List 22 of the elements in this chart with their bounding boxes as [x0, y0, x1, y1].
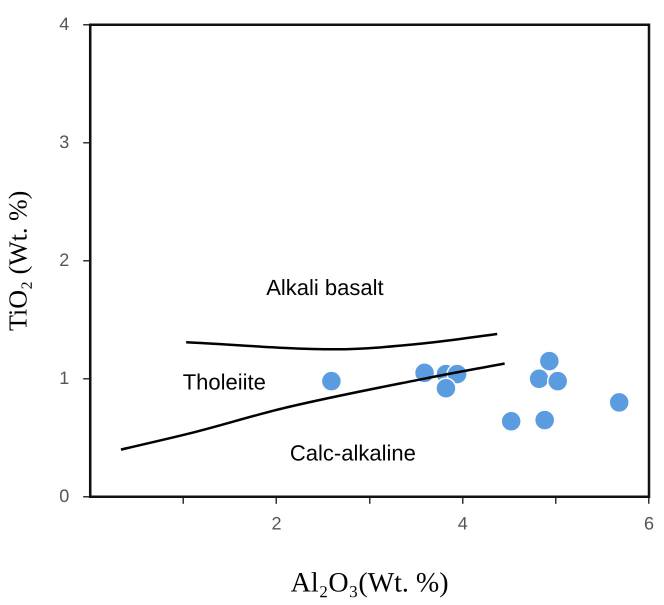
- y-tick-label: 2: [59, 250, 70, 270]
- x-tick-label: 4: [458, 514, 468, 534]
- y-tick-label: 3: [59, 132, 70, 152]
- line-series: [184, 332, 498, 351]
- x-tick-label: 6: [644, 514, 654, 534]
- point: [534, 409, 556, 431]
- y-tick-label: 0: [59, 486, 70, 506]
- point: [500, 410, 522, 432]
- y-axis-title: TiO₂ (Wt. %): [3, 190, 32, 331]
- point: [528, 368, 550, 390]
- point: [320, 370, 342, 392]
- point: [546, 370, 568, 392]
- x-tick-label: 2: [271, 514, 282, 534]
- point: [608, 392, 630, 414]
- annotation: Calc-alkaline: [290, 440, 416, 466]
- annotation: Tholeiite: [182, 370, 266, 395]
- annotation: Alkali basalt: [266, 275, 384, 300]
- point: [435, 377, 457, 399]
- y-tick-label: 4: [59, 14, 70, 34]
- y-tick-label: 1: [59, 368, 70, 388]
- x-axis-title: Al₂O₃(Wt. %): [290, 568, 449, 599]
- point: [538, 350, 560, 372]
